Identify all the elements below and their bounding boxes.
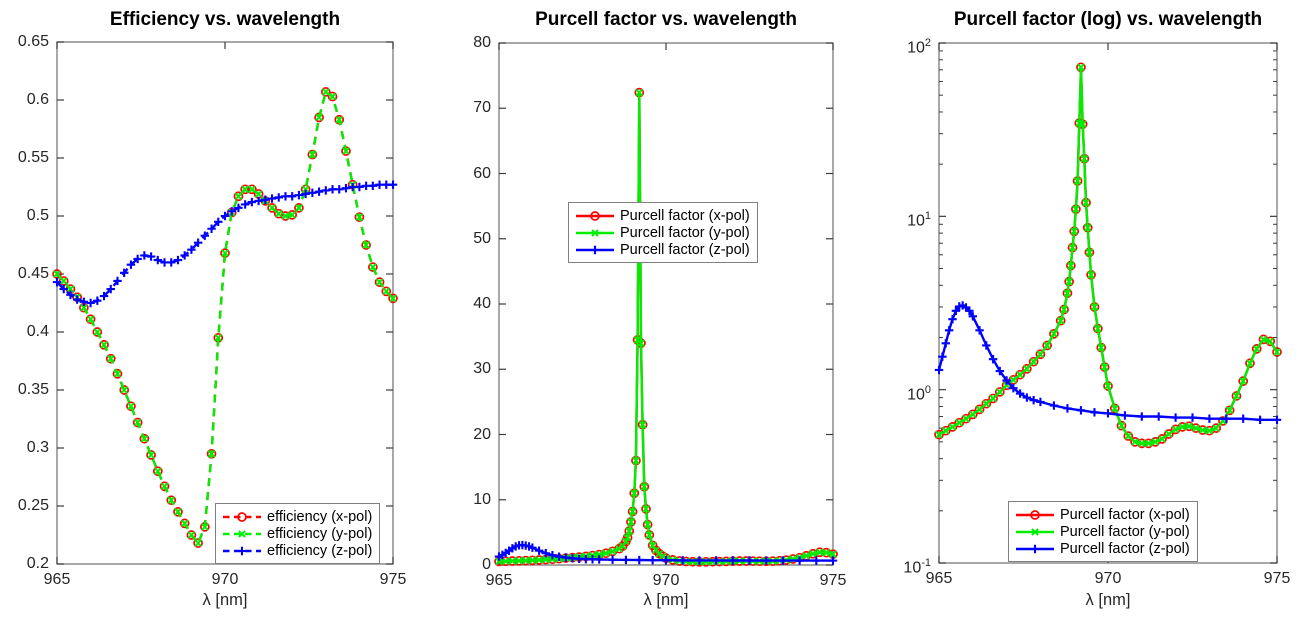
- legend-entry-z-pol: Purcell factor (z-pol): [575, 241, 750, 258]
- tick-label: 0: [482, 556, 491, 573]
- tick-label: 975: [1263, 570, 1291, 587]
- legend-label-z-pol: Purcell factor (z-pol): [1060, 540, 1190, 557]
- x-axis-label-purcell-log: λ [nm]: [1085, 591, 1131, 609]
- efficiency-z-pol-curve: [52, 180, 398, 308]
- tick-label: 965: [485, 572, 513, 589]
- dashed-line-circle-marker-icon: [222, 510, 262, 524]
- tick-label: 0.35: [17, 381, 49, 398]
- tick-label: 20: [473, 425, 491, 443]
- tick-label: 965: [925, 570, 953, 587]
- tick-label: 10: [473, 490, 491, 508]
- legend-label-y-pol: efficiency (y-pol): [267, 525, 373, 542]
- solid-line-x-marker-icon: [575, 226, 615, 240]
- plot-title-purcell-log: Purcell factor (log) vs. wavelength: [953, 9, 1263, 30]
- legend-label-y-pol: Purcell factor (y-pol): [1060, 523, 1190, 540]
- tick-label: 970: [211, 571, 239, 588]
- tick-label: 0.4: [26, 323, 49, 340]
- solid-line-circle-marker-icon: [575, 209, 615, 223]
- legend-label-z-pol: Purcell factor (z-pol): [620, 241, 750, 258]
- tick-label: 0.65: [17, 33, 49, 50]
- tick-label: 0.6: [26, 91, 49, 108]
- plot-area-0: [52, 41, 398, 565]
- purcell-y-pol-curve: [495, 88, 837, 566]
- legend-entry-y-pol: Purcell factor (y-pol): [575, 224, 750, 241]
- legend-label-x-pol: efficiency (x-pol): [267, 508, 373, 525]
- plot-area-2: [934, 42, 1282, 564]
- purcell-x-pol-curve: [494, 87, 838, 567]
- solid-line-plus-marker-icon: [1015, 542, 1055, 556]
- legend-entry-y-pol: Purcell factor (y-pol): [1015, 523, 1190, 540]
- solid-line-circle-marker-icon: [1015, 508, 1055, 522]
- dashed-line-plus-marker-icon: [222, 544, 262, 558]
- plot-title-purcell-linear: Purcell factor vs. wavelength: [535, 9, 797, 30]
- legend-entry-z-pol: efficiency (z-pol): [222, 542, 372, 559]
- tick-label: 100: [907, 383, 931, 403]
- tick-label: 0.5: [26, 207, 49, 224]
- tick-label: 0.3: [26, 439, 49, 456]
- tick-label: 70: [473, 99, 491, 117]
- tick-label: 970: [1094, 570, 1122, 587]
- tick-label: 0.45: [17, 265, 49, 282]
- efficiency-y-pol-curve: [53, 88, 397, 547]
- purcell-log-z-pol-curve: [934, 301, 1282, 425]
- legend-entry-y-pol: efficiency (y-pol): [222, 525, 372, 542]
- tick-label: 975: [819, 572, 847, 589]
- tick-label: 80: [473, 34, 491, 51]
- legend-label-z-pol: efficiency (z-pol): [267, 542, 373, 559]
- tick-label: 60: [473, 164, 491, 182]
- purcell-log-y-pol-curve: [935, 63, 1281, 448]
- tick-label: 970: [652, 572, 680, 589]
- tick-label: 101: [907, 210, 931, 230]
- tick-label: 50: [473, 229, 491, 247]
- tick-label: 102: [907, 37, 931, 57]
- legend-entry-x-pol: Purcell factor (x-pol): [1015, 506, 1190, 523]
- solid-line-plus-marker-icon: [575, 243, 615, 257]
- legend-entry-x-pol: Purcell factor (x-pol): [575, 207, 750, 224]
- legend-purcell-linear: Purcell factor (x-pol) Purcell factor (y…: [568, 202, 758, 263]
- tick-label: 0.25: [17, 497, 49, 514]
- x-axis-label-purcell-linear: λ [nm]: [643, 591, 689, 609]
- legend-efficiency: efficiency (x-pol) efficiency (y-pol) ef…: [215, 503, 381, 564]
- legend-label-x-pol: Purcell factor (x-pol): [1060, 506, 1190, 523]
- plot-title-efficiency: Efficiency vs. wavelength: [109, 9, 341, 30]
- tick-label: 0.2: [26, 555, 49, 572]
- legend-entry-x-pol: efficiency (x-pol): [222, 508, 372, 525]
- tick-label: 30: [473, 360, 491, 378]
- legend-purcell-log: Purcell factor (x-pol) Purcell factor (y…: [1008, 501, 1198, 562]
- tick-label: 965: [43, 571, 71, 588]
- legend-label-y-pol: Purcell factor (y-pol): [620, 224, 750, 241]
- tick-label: 10-1: [903, 557, 931, 577]
- x-axis-label-efficiency: λ [nm]: [202, 591, 248, 609]
- tick-label: 0.55: [17, 149, 49, 166]
- efficiency-x-pol-curve: [52, 87, 398, 548]
- tick-label: 975: [379, 571, 407, 588]
- legend-label-x-pol: Purcell factor (x-pol): [620, 207, 750, 224]
- tick-label: 40: [473, 295, 491, 312]
- legend-entry-z-pol: Purcell factor (z-pol): [1015, 540, 1190, 557]
- purcell-z-pol-curve: [494, 540, 838, 565]
- plot-area-1: [494, 42, 838, 567]
- solid-line-x-marker-icon: [1015, 525, 1055, 539]
- dashed-line-x-marker-icon: [222, 527, 262, 541]
